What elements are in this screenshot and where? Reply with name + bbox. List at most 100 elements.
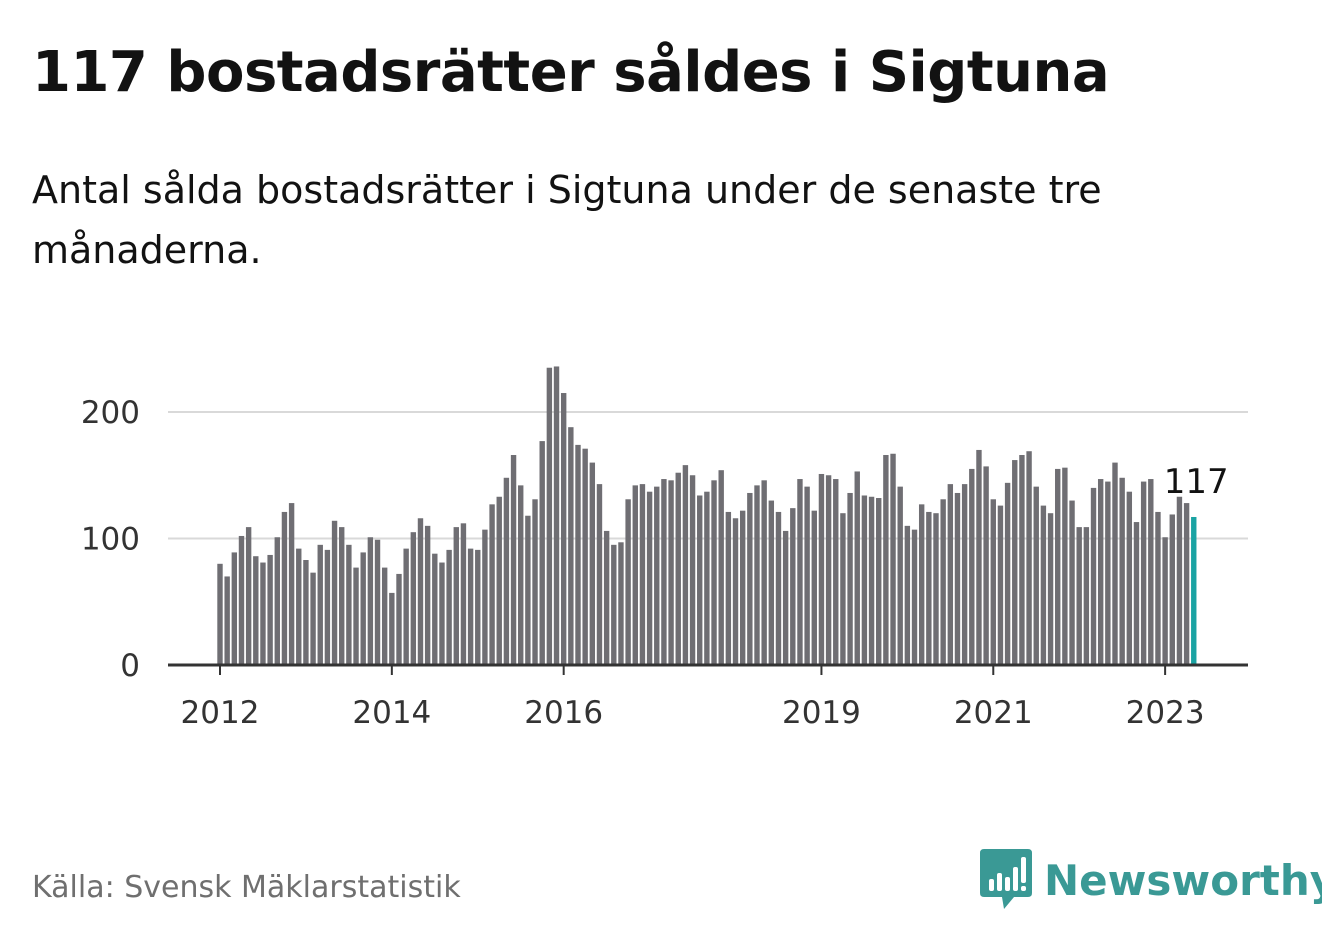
bar xyxy=(1019,455,1025,665)
bar xyxy=(689,475,696,665)
bar xyxy=(1026,451,1032,665)
bar xyxy=(389,592,395,665)
bar xyxy=(603,530,610,665)
bar xyxy=(589,462,596,665)
bar xyxy=(790,508,796,665)
bar xyxy=(961,484,968,665)
bar xyxy=(675,472,681,665)
bar-chart-badge-icon xyxy=(980,849,1032,909)
bar xyxy=(1133,522,1140,665)
x-tick-label: 2014 xyxy=(352,695,431,731)
bar xyxy=(825,475,832,665)
bar xyxy=(1119,477,1125,665)
bar xyxy=(904,525,911,665)
bar xyxy=(782,530,789,665)
bar xyxy=(639,484,646,665)
bar xyxy=(876,498,882,665)
bar xyxy=(1162,537,1168,665)
bar xyxy=(1112,462,1118,665)
bar xyxy=(553,366,560,665)
bar xyxy=(768,500,775,665)
bar xyxy=(811,510,817,665)
brand-name: Newsworthy xyxy=(1044,855,1322,905)
bar xyxy=(897,486,903,665)
bar xyxy=(453,527,459,665)
bar xyxy=(1126,491,1133,665)
bar xyxy=(539,441,545,665)
bar xyxy=(611,544,617,665)
bar-highlight xyxy=(1191,516,1197,665)
bar xyxy=(1047,513,1054,665)
bar xyxy=(954,492,961,665)
y-tick-label: 0 xyxy=(120,648,140,684)
bar xyxy=(568,427,574,665)
bar xyxy=(460,523,467,665)
bar xyxy=(288,503,295,665)
bar xyxy=(918,504,925,665)
bar xyxy=(245,527,252,665)
chart-subtitle: Antal sålda bostadsrätter i Sigtuna unde… xyxy=(32,168,1102,272)
x-tick-label: 2023 xyxy=(1126,695,1205,731)
bar xyxy=(467,548,474,665)
bar xyxy=(1069,500,1075,665)
bar xyxy=(890,453,896,665)
source-note: Källa: Svensk Mäklarstatistik xyxy=(32,870,461,905)
bar xyxy=(374,539,381,665)
bar xyxy=(396,573,402,665)
bar xyxy=(510,455,517,665)
bar xyxy=(754,485,760,665)
bar xyxy=(224,576,230,665)
bar xyxy=(532,499,538,665)
bar xyxy=(353,567,359,665)
bar xyxy=(324,549,331,665)
bar xyxy=(761,480,767,665)
x-tick-label: 2021 xyxy=(954,695,1033,731)
bar xyxy=(482,529,488,665)
bar xyxy=(1105,481,1111,665)
bar xyxy=(1148,479,1154,665)
bar xyxy=(1169,514,1175,665)
bar xyxy=(833,479,839,665)
bar xyxy=(1055,468,1061,665)
bar xyxy=(682,465,689,665)
bar xyxy=(1033,486,1039,665)
bar xyxy=(933,513,939,665)
bar xyxy=(1083,527,1090,665)
bar xyxy=(818,473,825,665)
bar xyxy=(1004,482,1011,665)
bar xyxy=(947,484,954,665)
bar xyxy=(253,556,259,665)
bar xyxy=(339,527,345,665)
bar xyxy=(439,562,445,665)
bar xyxy=(331,520,338,665)
bar xyxy=(940,499,946,665)
bar xyxy=(646,491,653,665)
bar xyxy=(1155,511,1161,665)
x-tick-label: 2016 xyxy=(524,695,603,731)
bar xyxy=(217,563,223,665)
bar xyxy=(360,552,366,665)
bar xyxy=(582,448,588,665)
bar xyxy=(596,484,603,665)
bar xyxy=(525,515,531,665)
bar xyxy=(267,554,273,665)
bar xyxy=(1097,479,1104,665)
bar xyxy=(911,529,918,665)
bar xyxy=(847,492,853,665)
bar xyxy=(704,491,710,665)
bar xyxy=(969,468,975,665)
bar xyxy=(732,518,739,665)
bar xyxy=(1062,467,1068,665)
bar xyxy=(775,511,782,665)
bar xyxy=(503,477,510,665)
bar xyxy=(997,505,1004,665)
x-tick-label: 2019 xyxy=(782,695,861,731)
bar xyxy=(367,537,374,665)
bar xyxy=(446,549,452,665)
bar xyxy=(625,499,631,665)
bar xyxy=(496,496,502,665)
bar xyxy=(403,548,409,665)
bar xyxy=(410,532,417,665)
bar xyxy=(747,492,753,665)
bar xyxy=(1176,496,1183,665)
